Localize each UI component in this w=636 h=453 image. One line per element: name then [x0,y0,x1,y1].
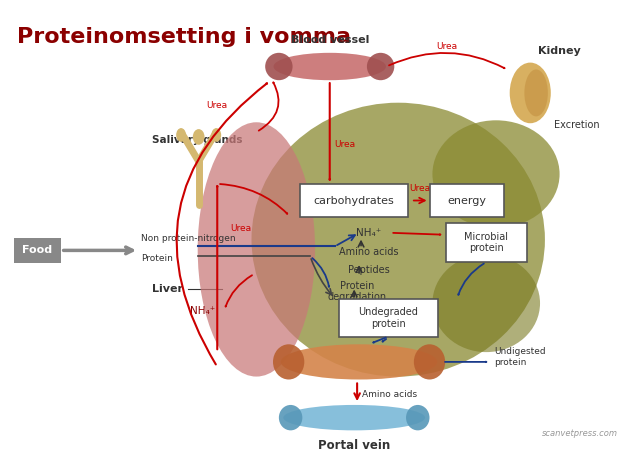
FancyArrowPatch shape [177,83,267,364]
Text: energy: energy [447,196,486,206]
Text: Non protein-nitrogen: Non protein-nitrogen [141,234,235,242]
Ellipse shape [281,344,438,380]
Text: Protein
degradation: Protein degradation [328,281,387,302]
Text: Blood vessel: Blood vessel [291,35,369,45]
Text: Amino acids: Amino acids [362,390,417,399]
Text: scanvetpress.com: scanvetpress.com [543,429,618,438]
FancyArrowPatch shape [445,361,487,362]
Text: Urea: Urea [409,183,431,193]
Text: Food: Food [22,246,52,255]
Text: Proteinomsetting i vomma: Proteinomsetting i vomma [17,27,350,48]
Text: Portal vein: Portal vein [318,439,391,452]
Ellipse shape [414,344,445,380]
FancyArrowPatch shape [312,258,329,287]
FancyArrowPatch shape [373,337,386,342]
Text: Urea: Urea [436,42,458,51]
Text: NH₄⁺: NH₄⁺ [190,306,215,316]
Text: Protein: Protein [141,254,173,263]
Text: Kidney: Kidney [538,46,581,56]
Ellipse shape [367,53,394,80]
Ellipse shape [524,69,548,116]
Text: Undegraded
protein: Undegraded protein [359,307,418,329]
FancyBboxPatch shape [339,299,438,337]
Ellipse shape [251,103,545,376]
Ellipse shape [509,63,551,123]
Text: Excretion: Excretion [554,120,599,130]
Text: Peptides: Peptides [348,265,390,275]
Ellipse shape [198,122,315,376]
FancyArrowPatch shape [259,82,279,130]
Ellipse shape [273,53,386,80]
FancyBboxPatch shape [14,238,61,263]
Ellipse shape [193,129,205,145]
Text: Liver: Liver [152,284,183,294]
Text: Microbial
protein: Microbial protein [464,232,508,253]
Ellipse shape [176,128,186,142]
Text: Intestine: Intestine [339,323,399,337]
Ellipse shape [283,405,425,430]
Ellipse shape [211,128,221,142]
Text: Urea: Urea [230,224,251,233]
FancyArrowPatch shape [393,233,440,235]
FancyArrowPatch shape [226,275,252,307]
FancyArrowPatch shape [389,53,504,68]
Text: Urea: Urea [335,140,356,149]
Ellipse shape [432,254,540,352]
Ellipse shape [432,120,560,228]
Text: Undigested
protein: Undigested protein [494,347,546,367]
FancyArrowPatch shape [383,339,386,342]
FancyArrowPatch shape [220,184,287,214]
FancyBboxPatch shape [446,223,527,262]
Text: NH₄⁺: NH₄⁺ [356,228,382,238]
Text: Salivary glands: Salivary glands [152,135,242,145]
Ellipse shape [279,405,302,430]
Ellipse shape [265,53,293,80]
Text: carbohydrates: carbohydrates [314,196,394,206]
Text: Urea: Urea [207,101,228,110]
FancyBboxPatch shape [429,184,504,217]
FancyArrowPatch shape [459,264,484,295]
Ellipse shape [273,344,304,380]
FancyBboxPatch shape [300,184,408,217]
Ellipse shape [406,405,429,430]
Text: Amino acids: Amino acids [339,247,399,257]
